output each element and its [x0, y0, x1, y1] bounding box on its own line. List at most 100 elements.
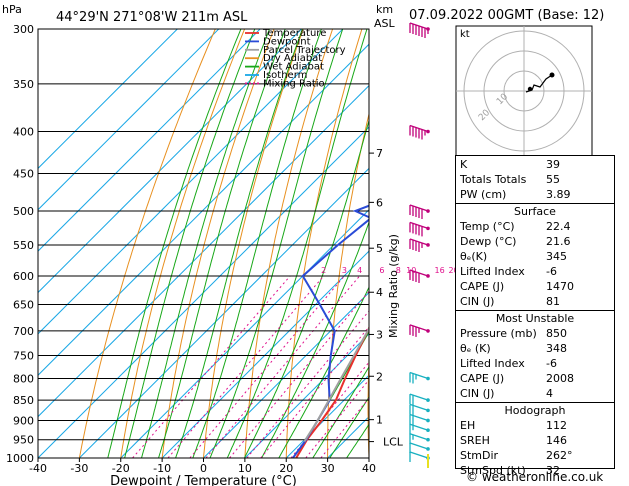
mixing-ratio-line [132, 275, 291, 458]
x-axis-title: Dewpoint / Temperature (°C) [110, 474, 297, 486]
index-label: Totals Totals [460, 173, 527, 186]
pressure-tick-label: 700 [13, 325, 34, 338]
pressure-tick-label: 500 [13, 205, 34, 218]
index-label: K [460, 158, 468, 171]
wind-barb-dot [426, 209, 430, 213]
index-label: θₑ(K) [460, 250, 488, 263]
index-value: 55 [546, 173, 560, 186]
wind-barb [409, 269, 430, 283]
hodo-row: StmSpd (kt) 32 [460, 464, 610, 479]
x-tick-label: 40 [362, 462, 376, 475]
index-label: PW (cm) [460, 188, 507, 201]
km-tick-label: 2 [376, 370, 383, 383]
wind-barb-dot [426, 418, 430, 423]
pressure-tick-label: 650 [13, 299, 34, 312]
km-tick-label: 6 [376, 196, 383, 209]
mu-row: θₑ (K) 348 [460, 342, 610, 357]
mixing-ratio-label: 16 [435, 266, 445, 275]
isotherm-line [161, 250, 369, 458]
mu-row: Pressure (mb) 850 [460, 327, 610, 342]
index-label: CAPE (J) [460, 280, 505, 293]
isotherm-line [38, 29, 344, 335]
wind-barb-dot [426, 408, 430, 413]
isotherm-line [38, 29, 220, 211]
legend-label: Mixing Ratio [263, 78, 325, 89]
index-value: -6 [546, 265, 557, 278]
wind-barb-dot [426, 274, 430, 278]
km-tick-label: 3 [376, 328, 383, 341]
wind-barb [409, 423, 430, 435]
index-value: 345 [546, 250, 567, 263]
surface-row: Dewp (°C) 21.6 [460, 235, 610, 250]
wind-barb [409, 393, 430, 406]
x-tick-label: -20 [112, 462, 130, 475]
wind-barb-dot [426, 398, 430, 402]
legend-label: Dewpoint [263, 36, 311, 47]
x-tick-label: 20 [279, 462, 293, 475]
mixing-ratio-line [320, 397, 369, 458]
index-row-pw: PW (cm) 3.89 [460, 188, 610, 203]
index-value: 81 [546, 295, 560, 308]
index-label: StmDir [460, 449, 499, 462]
indices-panel: K 39 Totals Totals 55 PW (cm) 3.89 Surfa… [455, 155, 615, 477]
wind-barb [409, 403, 430, 416]
index-value: 32 [546, 464, 560, 477]
series-line-parcel-trajectory [303, 326, 369, 443]
index-label: Pressure (mb) [460, 327, 537, 340]
pressure-tick-label: 300 [13, 23, 34, 36]
index-label: θₑ (K) [460, 342, 491, 355]
index-value: 3.89 [546, 188, 571, 201]
isotherm-line [244, 333, 369, 458]
index-value: 2008 [546, 372, 574, 385]
x-tick-label: -40 [29, 462, 47, 475]
surface-row: CAPE (J) 1470 [460, 280, 610, 295]
hodograph-unit-label: kt [460, 29, 470, 40]
index-value: 348 [546, 342, 567, 355]
km-tick-label: 5 [376, 242, 383, 255]
hodograph-title: Hodograph [504, 404, 566, 417]
wind-barb [409, 451, 430, 462]
index-label: CIN (J) [460, 387, 495, 400]
panel-divider [456, 203, 614, 204]
pressure-tick-label: 400 [13, 126, 34, 139]
index-value: 850 [546, 327, 567, 340]
lcl-label: LCL [383, 436, 404, 449]
wind-barb-dot [426, 27, 430, 31]
wind-barb [409, 433, 430, 444]
wind-barb [409, 238, 430, 252]
mu-row: Lifted Index -6 [460, 357, 610, 372]
pressure-tick-label: 1000 [6, 452, 34, 465]
wind-barb-dot [426, 226, 430, 231]
index-value: 112 [546, 419, 567, 432]
index-value: -6 [546, 357, 557, 370]
index-row-totals: Totals Totals 55 [460, 173, 610, 188]
plot-area [38, 29, 369, 458]
index-label: SREH [460, 434, 490, 447]
index-label: StmSpd (kt) [460, 464, 526, 477]
mixing-ratio-label: 20 [448, 266, 458, 275]
isotherm-line [202, 291, 369, 458]
dry-adiabat [78, 29, 216, 458]
surface-row: Temp (°C) 22.4 [460, 220, 610, 235]
mixing-ratio-label: 8 [396, 266, 401, 275]
dry-adiabat [367, 348, 369, 458]
mixing-ratio-label: 4 [357, 266, 362, 275]
isotherm-line [38, 43, 369, 376]
wind-barb [409, 124, 430, 140]
surface-title: Surface [514, 205, 556, 218]
index-label: CIN (J) [460, 295, 495, 308]
hodograph-storm-dot [527, 86, 533, 92]
mixing-ratio-label: 2 [321, 266, 326, 275]
legend-label: Parcel Trajectory [263, 45, 346, 56]
index-value: 22.4 [546, 220, 571, 233]
pressure-tick-label: 900 [13, 414, 34, 427]
wet-adiabat [107, 29, 242, 458]
series-line-temperature [295, 325, 369, 458]
isotherm-line [285, 374, 369, 458]
index-label: Temp (°C) [460, 220, 515, 233]
mu-row: CIN (J) 4 [460, 387, 610, 402]
index-value: 146 [546, 434, 567, 447]
x-tick-label: 0 [200, 462, 207, 475]
wind-barb-dot [426, 376, 430, 381]
index-label: Dewp (°C) [460, 235, 517, 248]
